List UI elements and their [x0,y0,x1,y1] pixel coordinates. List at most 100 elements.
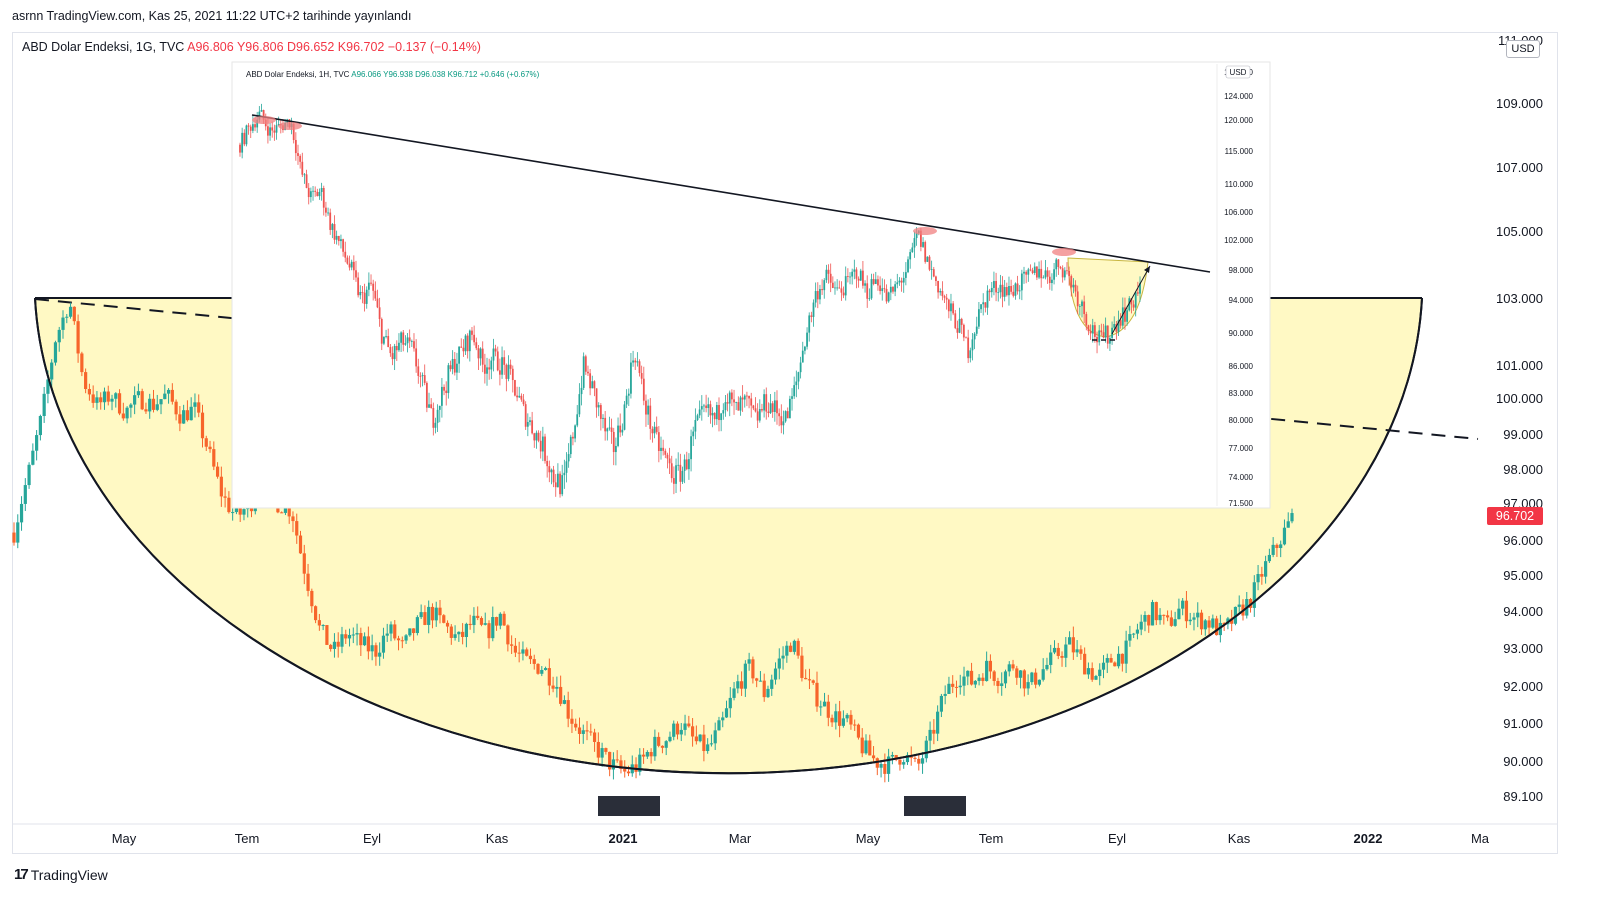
candle-body [227,497,231,513]
candle-body [698,734,702,742]
inset-candle-body [243,132,246,145]
inset-candle-body [730,392,733,400]
inset-candle-body [245,125,248,145]
inset-price-tick-label: 77.000 [1229,444,1254,453]
inset-candle-body [632,360,634,363]
candle-body [811,680,815,683]
inset-candle-body [866,283,869,299]
candle-body [12,532,16,543]
candle-body [151,398,156,410]
candle-body [883,763,887,774]
candle-body [1252,582,1256,608]
inset-candle-body [877,279,879,286]
candle-body [996,680,1000,686]
inset-candle-body [1096,336,1098,343]
candle-body [204,438,208,447]
inset-candle-body [630,362,632,394]
candle-body [1094,676,1098,680]
inset-candle-body [980,304,982,310]
inset-candle-body [312,190,314,192]
inset-candle-body [887,292,890,302]
inset-candle-body [645,400,647,415]
inset-candle-body [801,350,804,363]
inset-candle-body [1074,284,1077,292]
inset-candle-body [997,292,1000,294]
candle-body [936,711,940,734]
candle-body [1011,664,1015,669]
candle-body [645,752,649,757]
candle-body [91,394,95,403]
inset-price-tick-label: 124.000 [1224,92,1253,101]
inset-candle-body [741,397,744,400]
candle-body [570,718,574,724]
inset-price-tick-label: 71.500 [1229,499,1254,508]
inset-candle-body [883,288,886,290]
candle-body [1124,640,1128,664]
candle-body [27,464,31,486]
inset-candle-body [367,282,370,290]
candle-body [295,521,299,536]
inset-candle-body [688,459,690,470]
inset-candle-body [1018,290,1021,292]
inset-candle-body [672,478,675,484]
inset-candle-body [275,125,278,133]
inset-price-tick-label: 74.000 [1229,473,1254,482]
candle-body [766,688,770,698]
inset-candle-body [260,110,263,112]
candle-body [1034,672,1038,685]
inset-candle-body [662,447,665,451]
inset-candle-body [1055,259,1058,270]
inset-candle-body [698,409,701,416]
candle-body [468,623,472,626]
candle-body [506,625,510,645]
candle-body [385,633,389,636]
candle-body [1267,554,1271,562]
inset-candle-body [881,288,884,292]
inset-candle-body [518,395,521,398]
candle-body [853,724,857,726]
candle-body [879,763,883,768]
tradingview-logo[interactable]: 17 TradingView [14,866,108,883]
inset-candle-body [1031,270,1034,274]
inset-touch-marker [252,116,276,124]
candle-body [76,321,80,354]
inset-candle-body [788,398,791,419]
candle-body [494,617,499,626]
inset-candle-body [565,461,568,473]
inset-candle-body [743,395,746,400]
candle-body [623,768,627,772]
inset-candle-body [827,269,830,274]
candle-body [510,644,514,646]
inset-candle-body [767,411,770,414]
candle-body [1037,679,1042,685]
inset-candle-body [479,348,482,359]
inset-candle-body [597,405,600,408]
time-tick-label: Eyl [1108,831,1126,846]
inset-candle-body [958,318,961,333]
price-tick-label: 101.000 [1496,358,1543,373]
inset-candle-body [765,394,768,412]
inset-candle-body [359,291,362,296]
inset-candle-body [864,283,866,286]
main-candles [12,302,1294,783]
inset-candle-body [978,309,980,327]
candle-body [1015,668,1019,678]
price-tick-label: 93.000 [1503,641,1543,656]
candle-body [547,668,551,686]
price-tick-label: 90.000 [1503,754,1543,769]
inset-candle-body [1126,310,1129,322]
inset-candle-body [889,286,892,293]
candle-body [129,404,133,408]
candle-body [163,393,167,400]
candle-body [415,617,419,634]
inset-candle-body [937,280,939,293]
candle-body [939,695,943,712]
inset-candle-body [868,298,871,300]
currency-button[interactable]: USD [1506,40,1540,58]
inset-candle-body [460,346,463,348]
inset-candle-body [524,404,527,427]
candle-body [483,623,487,625]
candle-body [1128,634,1132,641]
inset-price-tick-label: 106.000 [1224,208,1253,217]
